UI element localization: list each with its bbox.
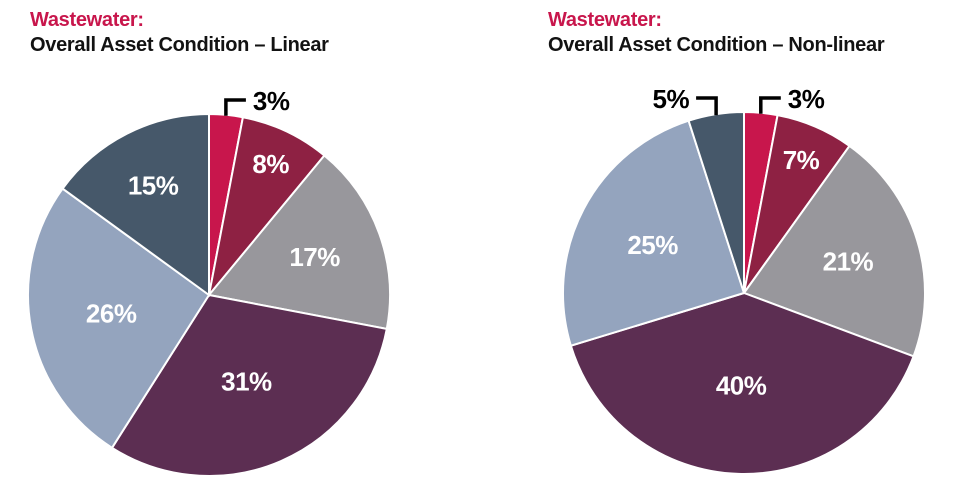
- pie-slice-label: 8%: [252, 149, 289, 179]
- pie-callout-label: 5%: [653, 84, 690, 114]
- pie-slice: [61, 112, 210, 297]
- pie-slice-label: 21%: [823, 246, 874, 276]
- callout-line: [696, 96, 718, 116]
- pie-slice-label: 25%: [627, 230, 678, 260]
- pie-slice: [208, 116, 326, 296]
- pie-slice: [27, 187, 211, 450]
- callout-line: [224, 98, 246, 116]
- chart-title: Overall Asset Condition – Non-linear: [548, 34, 885, 56]
- chart-title-accent: Wastewater:: [548, 9, 662, 31]
- pie-callout-label: 3%: [253, 86, 290, 116]
- pie-svg-nonlinear: 3% 7% 21% 40% 25% 5%: [561, 84, 926, 476]
- pie-callout-label: 3%: [788, 84, 825, 114]
- chart-header-linear: Wastewater: Overall Asset Condition – Li…: [30, 8, 329, 58]
- pie-slice: [742, 144, 926, 358]
- pie-slice-label: 7%: [783, 145, 820, 175]
- pie-slice: [569, 291, 915, 476]
- pie-chart-nonlinear: Wastewater: Overall Asset Condition – No…: [490, 0, 980, 499]
- pie-chart-linear: Wastewater: Overall Asset Condition – Li…: [27, 8, 391, 477]
- pie-slice-label: 40%: [716, 370, 767, 400]
- pie-slice-label: 15%: [128, 170, 179, 200]
- chart-title: Overall Asset Condition – Linear: [30, 34, 329, 56]
- chart-header-nonlinear: Wastewater: Overall Asset Condition – No…: [548, 8, 885, 58]
- pie-slice-label: 17%: [289, 242, 340, 272]
- pie-slice: [561, 119, 746, 347]
- chart-title-accent: Wastewater:: [30, 9, 144, 31]
- pie-svg-linear: 3% 8% 17% 31% 26% 15%: [27, 86, 391, 477]
- pie-slice-label: 26%: [86, 299, 137, 329]
- pie-slice-label: 31%: [221, 366, 272, 396]
- callout-line: [759, 96, 781, 114]
- pie-slice: [207, 154, 391, 331]
